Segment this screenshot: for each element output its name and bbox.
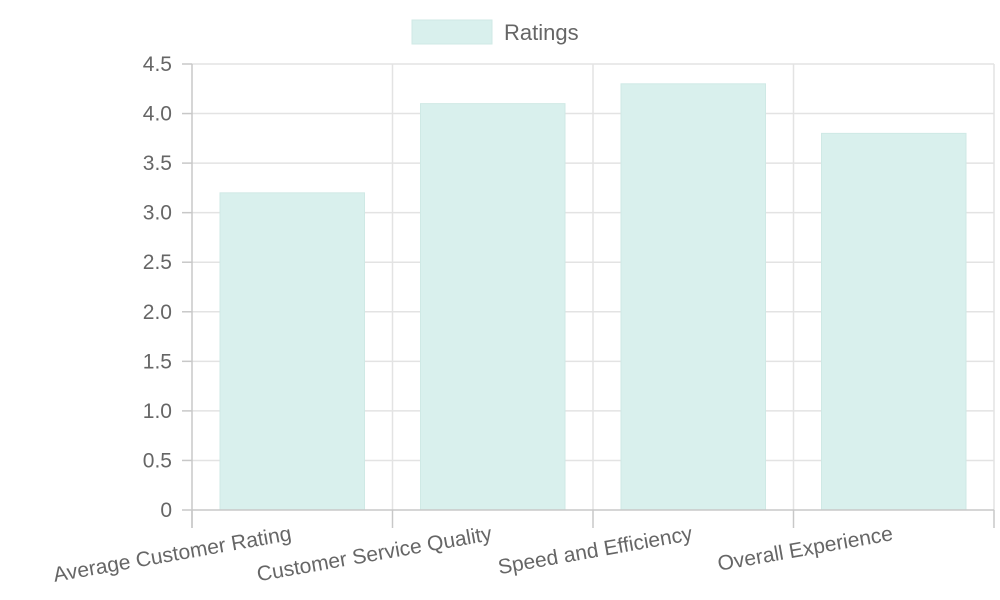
y-tick-label: 1.0 xyxy=(143,400,172,423)
y-tick-label: 0.5 xyxy=(143,449,172,472)
y-tick-label: 2.5 xyxy=(143,251,172,274)
bars xyxy=(219,83,967,511)
y-tick-label: 2.0 xyxy=(143,301,172,324)
y-tick-label: 1.5 xyxy=(143,350,172,373)
axes xyxy=(182,63,995,528)
x-tick-label: Overall Experience xyxy=(716,522,895,575)
legend[interactable]: Ratings xyxy=(411,19,579,45)
bar-overall-experience[interactable] xyxy=(821,132,967,511)
bar-speed-and-efficiency[interactable] xyxy=(620,83,766,511)
legend-label-ratings[interactable]: Ratings xyxy=(504,20,579,45)
x-tick-label: Customer Service Quality xyxy=(255,522,494,586)
y-tick-label: 4.5 xyxy=(143,53,172,76)
legend-swatch-ratings[interactable] xyxy=(411,19,493,45)
bar-average-customer-rating[interactable] xyxy=(219,192,365,511)
y-axis-tick-labels: 0 0.5 1.0 1.5 2.0 2.5 3.0 3.5 4.0 4.5 xyxy=(143,53,172,522)
y-tick-label: 3.0 xyxy=(143,202,172,225)
y-tick-label: 0 xyxy=(160,499,172,522)
x-tick-label: Speed and Efficiency xyxy=(496,522,694,579)
y-tick-label: 4.0 xyxy=(143,103,172,126)
y-tick-label: 3.5 xyxy=(143,152,172,175)
bar-customer-service-quality[interactable] xyxy=(420,103,566,511)
